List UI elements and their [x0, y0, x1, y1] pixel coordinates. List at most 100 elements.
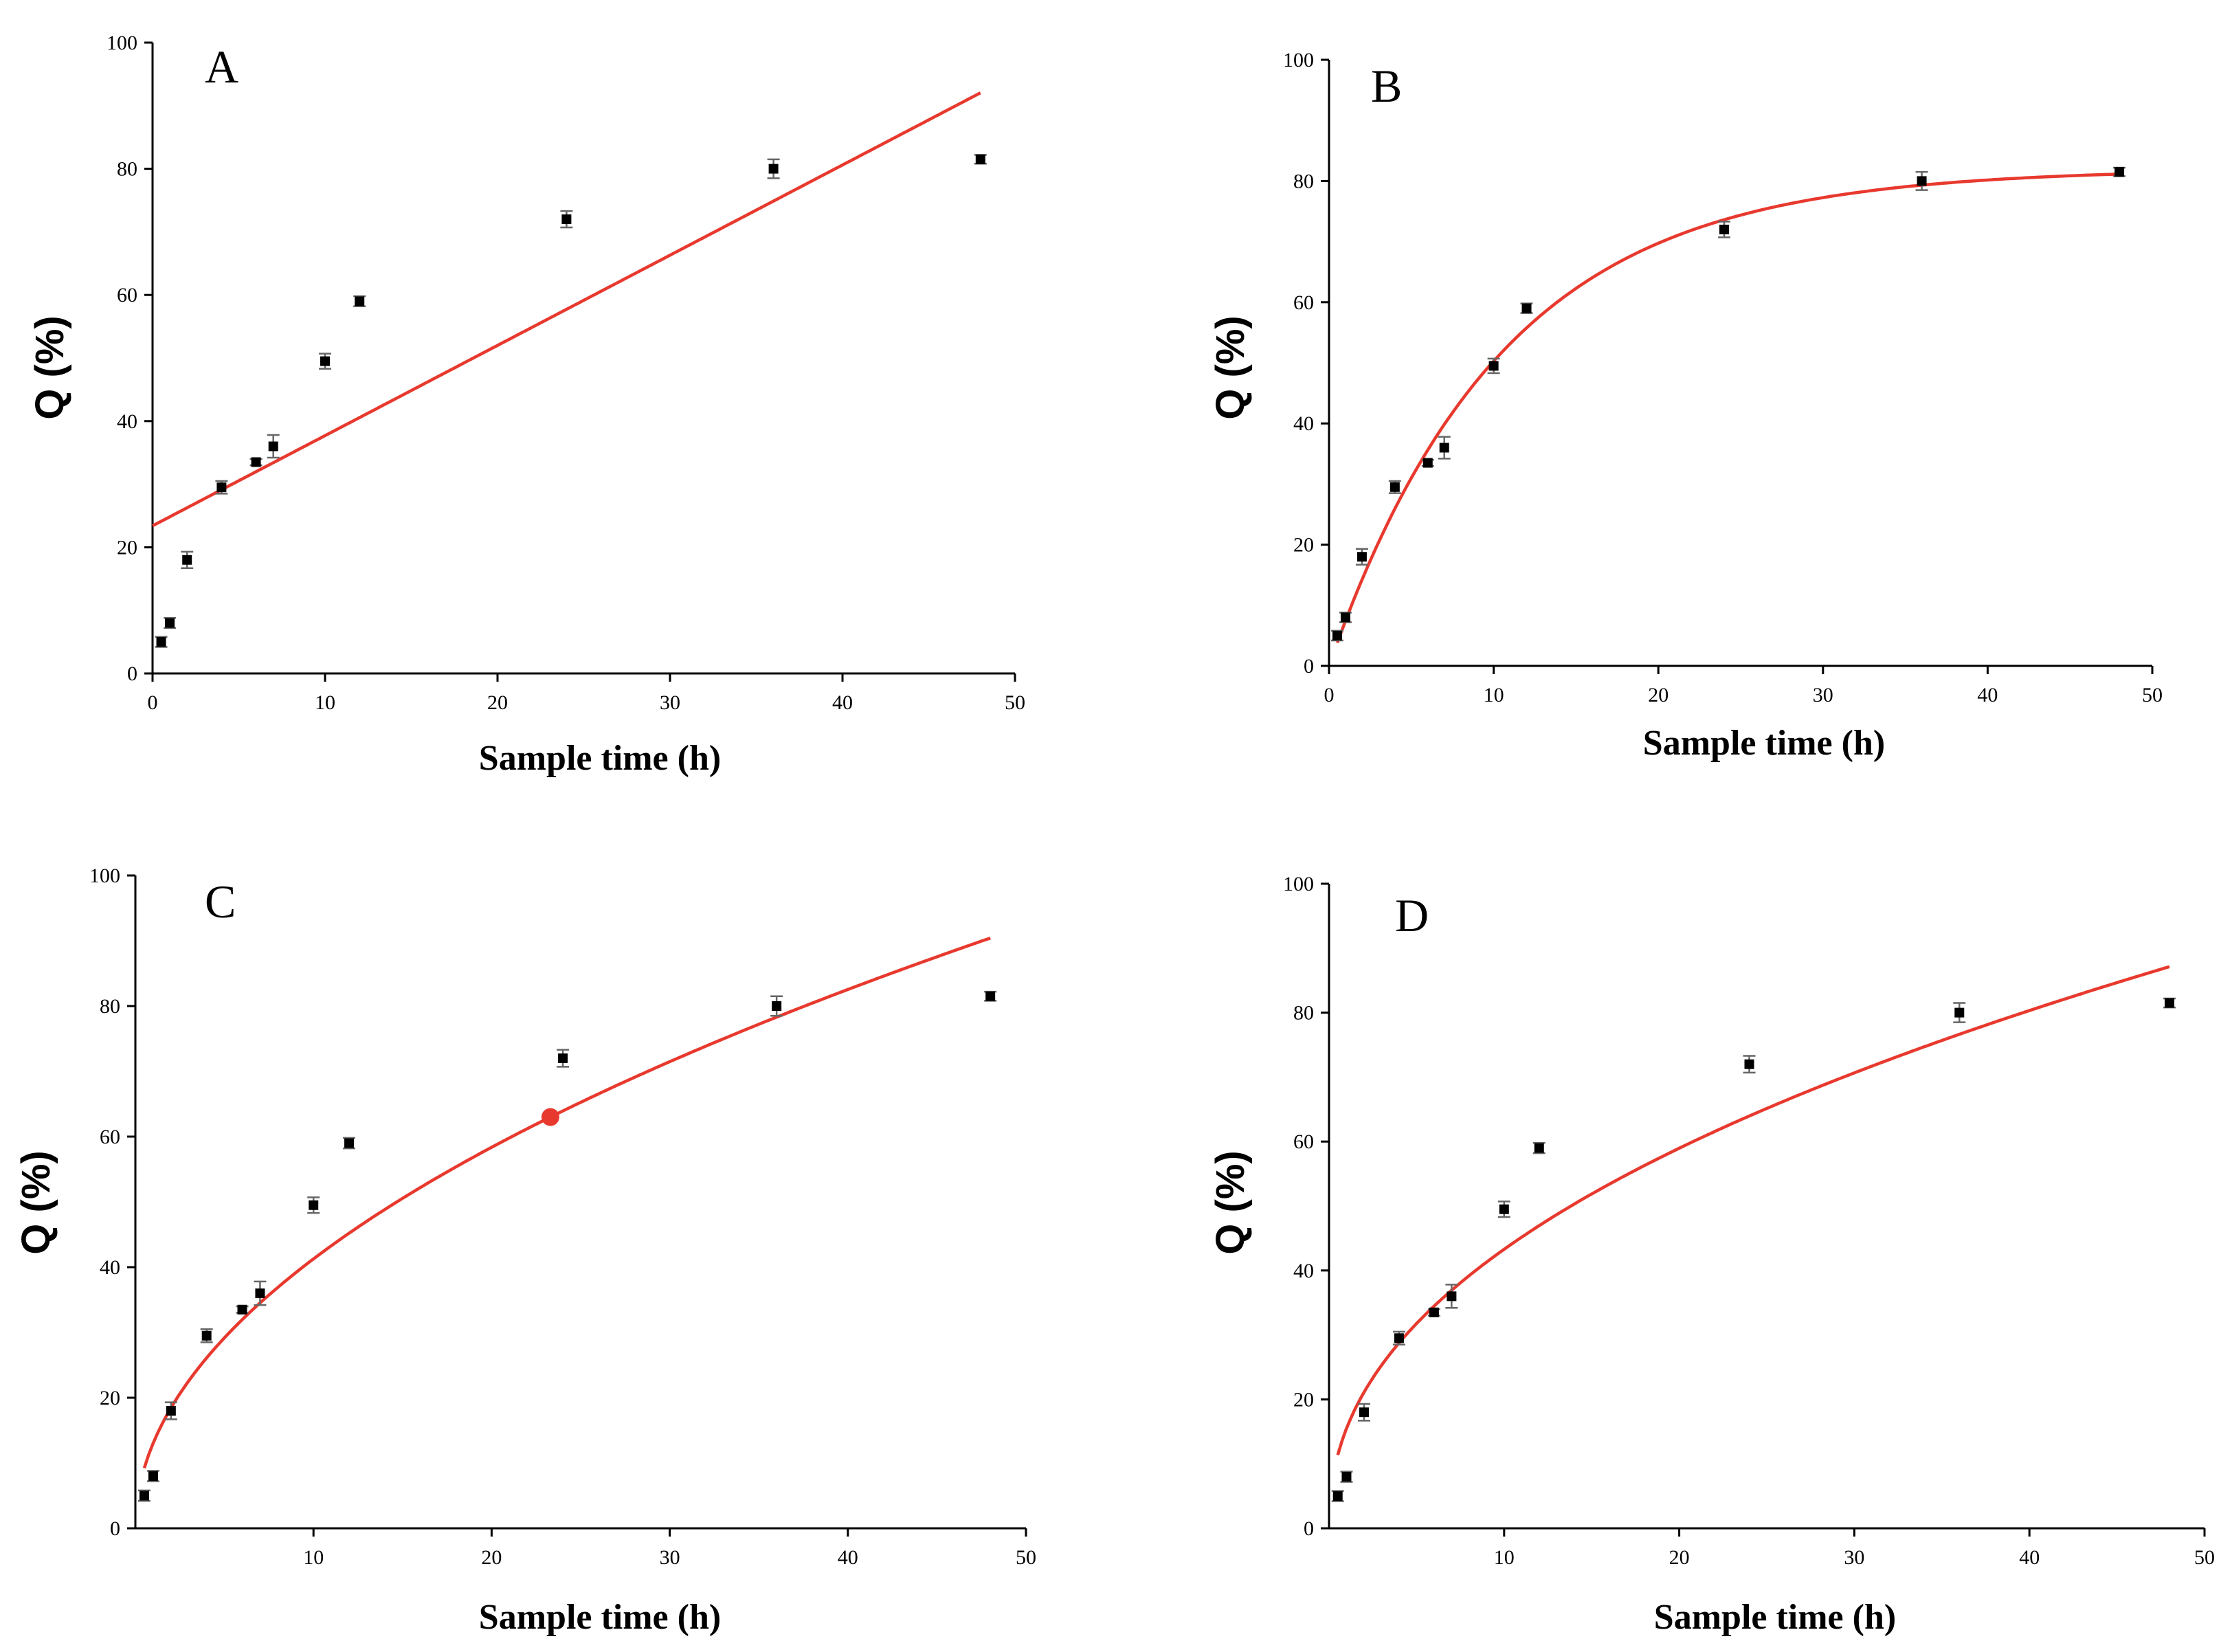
data-point: [255, 1288, 265, 1298]
y-tick-label: 0: [1304, 1517, 1314, 1540]
x-tick-label: 40: [832, 691, 853, 714]
data-point: [1447, 1291, 1457, 1302]
x-tick-label: 30: [1813, 684, 1833, 706]
x-tick-label: 30: [660, 691, 680, 714]
y-tick-label: 100: [1283, 873, 1314, 895]
y-tick-label: 100: [89, 864, 120, 887]
y-tick-label: 40: [1293, 1260, 1314, 1282]
data-point: [344, 1138, 355, 1148]
panel-label: B: [1371, 60, 1402, 112]
data-point: [166, 1406, 176, 1416]
data-point: [268, 441, 278, 451]
y-axis-label: Q (%): [27, 315, 72, 419]
data-point: [165, 618, 175, 628]
data-point: [1744, 1059, 1754, 1069]
data-point: [148, 1471, 158, 1481]
y-tick-label: 20: [1293, 1388, 1314, 1411]
x-tick-label: 10: [1494, 1546, 1515, 1569]
y-tick-label: 80: [117, 158, 137, 181]
chart-panel-d: 0 20 40 60 80 100 10 20 30 40 50 D Sample time (h) Q …: [1208, 873, 2215, 1637]
x-tick-label: 40: [838, 1546, 858, 1569]
x-tick-label: 10: [315, 691, 335, 714]
data-point: [309, 1200, 319, 1210]
highlight-point: [541, 1108, 559, 1126]
x-tick-label: 10: [303, 1546, 324, 1569]
y-tick-label: 100: [1283, 49, 1314, 71]
chart-panel-c: 0 20 40 60 80 100 10 20 30 40 50 C Sample time (h) Q …: [14, 864, 1036, 1637]
data-point: [139, 1491, 149, 1501]
y-tick-label: 60: [117, 284, 137, 306]
y-tick-label: 20: [1293, 534, 1314, 557]
x-tick-label: 20: [487, 691, 508, 714]
x-tick-label: 10: [1484, 684, 1504, 706]
y-tick-label: 60: [1293, 1130, 1314, 1153]
data-point: [558, 1053, 568, 1063]
data-point: [1499, 1204, 1509, 1214]
data-point: [355, 296, 365, 306]
data-point: [2114, 167, 2125, 177]
panel-label: C: [205, 875, 236, 928]
y-tick-label: 20: [117, 536, 137, 559]
data-point: [1439, 443, 1449, 453]
y-tick-label: 20: [100, 1387, 120, 1409]
data-point: [1340, 612, 1350, 623]
data-point: [216, 482, 227, 493]
x-tick-label: 40: [2019, 1546, 2040, 1569]
y-tick-label: 40: [1293, 412, 1314, 435]
data-point: [1359, 1407, 1369, 1418]
x-tick-label: 30: [660, 1546, 680, 1569]
x-axis-label: Sample time (h): [479, 739, 721, 778]
data-point: [1429, 1307, 1439, 1317]
x-tick-label: 50: [1005, 691, 1025, 714]
data-point: [2165, 998, 2175, 1008]
y-axis-label: Q (%): [1208, 315, 1253, 419]
data-point: [975, 154, 985, 164]
y-tick-label: 80: [100, 995, 120, 1018]
data-point: [251, 457, 261, 467]
y-tick-label: 40: [117, 410, 137, 433]
data-point: [1534, 1143, 1544, 1153]
chart-panel-a: 0 20 40 60 80 100 0 10 20 30 40 50 A Sample time (h) Q…: [27, 32, 1025, 778]
data-point: [237, 1304, 247, 1315]
x-tick-label: 50: [1016, 1546, 1036, 1569]
data-point: [1521, 303, 1532, 313]
data-point: [768, 164, 779, 174]
x-tick-label: 40: [1977, 684, 1998, 706]
x-axis-label: Sample time (h): [1643, 724, 1885, 763]
y-tick-label: 0: [127, 662, 137, 685]
data-point: [561, 214, 572, 225]
y-tick-label: 80: [1293, 170, 1314, 192]
data-point: [1390, 482, 1400, 492]
x-tick-label: 0: [148, 691, 158, 714]
data-point: [1332, 630, 1342, 640]
x-tick-label: 0: [1324, 684, 1335, 706]
panel-label: D: [1395, 889, 1429, 941]
data-point: [1917, 176, 1927, 186]
data-point: [985, 991, 996, 1001]
y-tick-label: 100: [107, 32, 137, 54]
fit-curve: [151, 91, 981, 528]
data-point: [1332, 1491, 1343, 1502]
data-point: [1357, 552, 1367, 562]
y-axis-label: Q (%): [1208, 1150, 1253, 1254]
data-point: [156, 637, 166, 647]
x-tick-label: 20: [481, 1546, 502, 1569]
x-tick-label: 30: [1844, 1546, 1864, 1569]
fit-curve: [1335, 172, 2120, 644]
chart-panel-b: 0 20 40 60 80 100 0 10 20 30 40 50 B Sample time (h) Q…: [1208, 49, 2163, 763]
y-tick-label: 60: [1293, 291, 1314, 314]
data-point: [182, 555, 192, 565]
data-point: [1954, 1007, 1965, 1018]
x-tick-label: 20: [1669, 1546, 1690, 1569]
data-point: [772, 1001, 782, 1011]
data-point: [320, 356, 330, 366]
x-tick-label: 50: [2142, 684, 2163, 706]
panel-label: A: [205, 41, 238, 93]
y-tick-label: 0: [110, 1517, 120, 1540]
y-tick-label: 0: [1304, 655, 1314, 678]
data-point: [1394, 1333, 1404, 1343]
y-tick-label: 40: [100, 1256, 120, 1279]
y-tick-label: 80: [1293, 1002, 1314, 1025]
data-point: [1488, 361, 1499, 371]
data-point: [201, 1330, 212, 1341]
